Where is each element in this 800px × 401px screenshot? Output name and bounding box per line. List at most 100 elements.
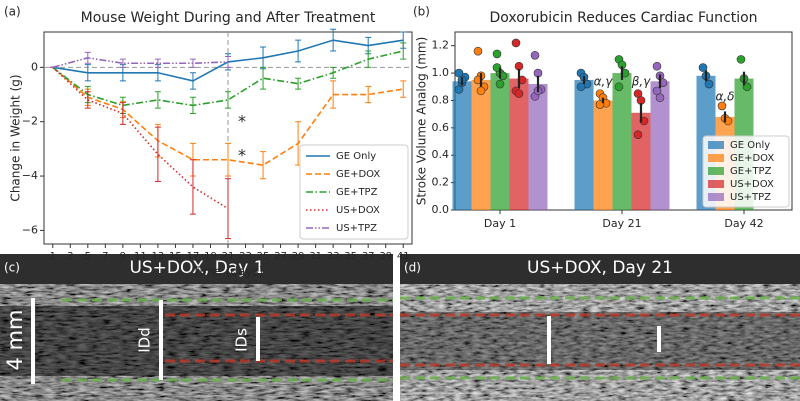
error-bar	[189, 96, 196, 115]
legend-box	[702, 135, 790, 208]
error-bar	[189, 58, 196, 68]
x-tick-label: 7	[102, 251, 108, 262]
panel-label: (a)	[4, 5, 21, 19]
series-line	[52, 66, 229, 210]
bar	[612, 73, 632, 210]
legend-swatch	[708, 141, 724, 149]
panel-label: (d)	[404, 261, 421, 275]
error-bar	[295, 39, 302, 63]
x-tick-label: 9	[120, 251, 126, 262]
image-title: US+DOX, Day 1	[129, 258, 264, 278]
dimension-label: IDd	[136, 327, 154, 353]
panel-label: (b)	[413, 5, 430, 19]
y-tick-label: 0	[31, 60, 38, 73]
bar	[509, 78, 529, 210]
annotation: *	[238, 146, 246, 165]
error-bar	[400, 80, 407, 98]
data-point	[698, 63, 708, 72]
legend-label: US+TPZ	[730, 192, 771, 203]
series-line	[52, 57, 229, 69]
chart-title: Doxorubicin Reduces Cardiac Function	[489, 10, 757, 26]
legend-swatch	[708, 154, 724, 162]
x-tick-label: 19	[204, 251, 217, 262]
y-tick-label: −4	[22, 169, 38, 182]
legend-label: GE+DOX	[336, 169, 380, 180]
x-tick-label: 15	[169, 251, 182, 262]
error-bar	[84, 64, 91, 82]
legend-label: US+TPZ	[336, 223, 377, 234]
error-bar	[119, 58, 126, 68]
error-bar	[189, 72, 196, 90]
x-tick-label: 1	[50, 251, 56, 262]
y-tick-label: 1.2	[432, 39, 450, 52]
bar	[593, 100, 613, 210]
legend-swatch	[708, 193, 724, 201]
data-point	[473, 46, 483, 56]
x-tick-label: 27	[274, 251, 287, 262]
x-tick-label: 33	[327, 251, 340, 262]
y-tick-label: 0.4	[432, 148, 450, 161]
x-tick-label: 11	[134, 251, 147, 262]
y-tick-label: −2	[22, 115, 38, 128]
legend-box	[299, 144, 409, 240]
bar	[650, 81, 670, 211]
data-point	[492, 49, 502, 59]
image-title: US+DOX, Day 21	[527, 258, 673, 278]
x-tick-label: 3	[67, 251, 73, 262]
error-bar	[330, 66, 337, 79]
x-tick-label: 39	[379, 251, 392, 262]
error-bar	[330, 80, 337, 109]
error-bar	[154, 126, 161, 182]
x-tick-label: 5	[85, 251, 91, 262]
cavity-shade	[400, 312, 800, 370]
data-point	[576, 82, 586, 92]
x-tick-label: 21	[222, 251, 235, 262]
error-bar	[330, 28, 337, 52]
data-point	[655, 93, 665, 103]
error-bar	[365, 85, 372, 104]
x-tick-label: Day 42	[724, 217, 763, 230]
error-bar	[365, 50, 372, 68]
x-tick-label: 35	[344, 251, 357, 262]
series-line	[52, 66, 404, 167]
data-point	[736, 55, 746, 64]
y-axis-label: Stroke Volume Analog (mm)	[415, 37, 429, 206]
error-bar	[225, 91, 231, 109]
annotation: α,δ	[715, 89, 734, 103]
error-bar	[225, 142, 231, 177]
bar	[452, 81, 472, 211]
legend-swatch	[708, 180, 724, 188]
x-tick-label: 31	[309, 251, 322, 262]
y-tick-label: 0.0	[432, 203, 450, 216]
x-tick-label: 17	[187, 251, 200, 262]
data-point	[476, 86, 486, 96]
legend-label: GE+DOX	[730, 153, 774, 164]
x-tick-label: 37	[362, 251, 375, 262]
image-header	[0, 254, 393, 284]
legend-label: US+DOX	[336, 205, 380, 216]
error-bar	[119, 102, 126, 125]
legend-label: GE+TPZ	[336, 187, 378, 198]
data-point	[717, 101, 727, 111]
data-point	[495, 79, 505, 89]
panel-labels: (a) (b)	[4, 5, 430, 19]
annotation: α,γ	[594, 74, 614, 88]
panel-label: (c)	[4, 261, 20, 275]
ultrasound-panel: (d) US+DOX, Day 21	[400, 254, 800, 401]
ultrasound-panel: (c) US+DOX, Day 1 4 mm IDd IDs	[0, 254, 393, 401]
y-tick-label: 0.2	[432, 176, 450, 189]
x-tick-label: 23	[239, 251, 252, 262]
image-header	[400, 254, 800, 284]
error-bar	[225, 178, 231, 240]
error-bar	[189, 159, 196, 215]
data-point	[704, 79, 714, 89]
error-bar	[154, 91, 161, 109]
error-bar	[225, 55, 231, 68]
cavity-shade	[0, 306, 393, 376]
bar	[490, 73, 510, 210]
error-bar	[154, 58, 161, 68]
chart-title: Mouse Weight During and After Treatment	[81, 10, 376, 26]
series-line	[52, 50, 404, 107]
dimension-label: IDs	[233, 328, 251, 352]
